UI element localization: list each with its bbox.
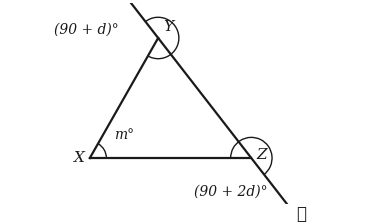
Text: (90 + d)°: (90 + d)° bbox=[54, 23, 119, 37]
Text: m°: m° bbox=[114, 128, 134, 142]
Text: (90 + 2d)°: (90 + 2d)° bbox=[194, 185, 268, 199]
Text: X: X bbox=[74, 151, 85, 165]
Text: Y: Y bbox=[163, 20, 173, 34]
Text: ℓ: ℓ bbox=[296, 206, 306, 223]
Text: Z: Z bbox=[257, 148, 267, 162]
